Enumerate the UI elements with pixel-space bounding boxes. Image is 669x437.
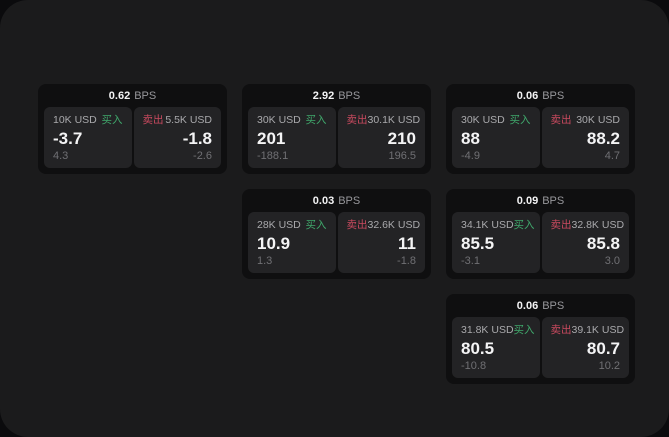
bps-unit-label: BPS: [542, 194, 565, 207]
quote-card-body: 30K USD 买入 88 -4.9 卖出 30K USD 88.2 4.7: [446, 107, 635, 174]
buy-tile[interactable]: 30K USD 买入 88 -4.9: [452, 107, 540, 168]
sell-tile[interactable]: 卖出 5.5K USD -1.8 -2.6: [133, 107, 221, 168]
sell-sub-value: 196.5: [388, 150, 416, 162]
quote-card: 0.06 BPS 31.8K USD 买入 80.5 -10.8 卖出 39.1…: [446, 294, 635, 384]
bps-unit-label: BPS: [134, 89, 157, 102]
buy-price: 85.5: [461, 233, 495, 253]
sell-amount: 30.1K USD: [367, 114, 421, 126]
buy-side-label: 买入: [305, 219, 327, 231]
buy-tile[interactable]: 31.8K USD 买入 80.5 -10.8: [452, 317, 540, 378]
bps-value: 0.03: [312, 194, 335, 207]
bps-header: 0.09 BPS: [446, 189, 635, 212]
sell-price: 11: [398, 233, 416, 253]
bps-unit-label: BPS: [542, 89, 565, 102]
sell-side-label: 卖出: [346, 114, 368, 126]
quote-card: 0.03 BPS 28K USD 买入 10.9 1.3 卖出 32.6K US…: [242, 189, 431, 279]
quote-card-grid: 0.62 BPS 10K USD 买入 -3.7 4.3 卖出 5.5K USD: [38, 84, 635, 384]
sell-tile[interactable]: 卖出 32.6K USD 11 -1.8: [337, 212, 425, 273]
buy-amount: 34.1K USD: [461, 219, 514, 231]
bps-value: 0.62: [108, 89, 131, 102]
buy-price: 10.9: [257, 233, 291, 253]
sell-amount: 5.5K USD: [165, 114, 212, 126]
quote-card-body: 31.8K USD 买入 80.5 -10.8 卖出 39.1K USD 80.…: [446, 317, 635, 384]
buy-side-label: 买入: [101, 114, 123, 126]
sell-side-label: 卖出: [346, 219, 368, 231]
buy-tile[interactable]: 10K USD 买入 -3.7 4.3: [44, 107, 132, 168]
buy-price: 201: [257, 128, 286, 148]
sell-amount: 30K USD: [576, 114, 620, 126]
buy-tile[interactable]: 34.1K USD 买入 85.5 -3.1: [452, 212, 540, 273]
buy-tile[interactable]: 30K USD 买入 201 -188.1: [248, 107, 336, 168]
sell-sub-value: -1.8: [397, 255, 416, 267]
quote-card: 2.92 BPS 30K USD 买入 201 -188.1 卖出 30.1K …: [242, 84, 431, 174]
sell-price: 88.2: [586, 128, 620, 148]
buy-side-label: 买入: [513, 324, 535, 336]
buy-sub-value: -188.1: [257, 150, 289, 162]
sell-side-label: 卖出: [550, 114, 572, 126]
sell-sub-value: 10.2: [598, 360, 620, 372]
sell-side-label: 卖出: [142, 114, 164, 126]
quote-card: 0.06 BPS 30K USD 买入 88 -4.9 卖出 30K USD: [446, 84, 635, 174]
buy-price: -3.7: [53, 128, 83, 148]
bps-value: 0.06: [516, 89, 539, 102]
buy-side-label: 买入: [513, 219, 535, 231]
bps-value: 0.09: [516, 194, 539, 207]
sell-tile[interactable]: 卖出 30.1K USD 210 196.5: [337, 107, 425, 168]
buy-price: 80.5: [461, 338, 495, 358]
bps-unit-label: BPS: [542, 299, 565, 312]
buy-sub-value: -4.9: [461, 150, 480, 162]
buy-tile[interactable]: 28K USD 买入 10.9 1.3: [248, 212, 336, 273]
quote-card-body: 34.1K USD 买入 85.5 -3.1 卖出 32.8K USD 85.8…: [446, 212, 635, 279]
buy-sub-value: -10.8: [461, 360, 487, 372]
bps-unit-label: BPS: [338, 194, 361, 207]
buy-side-label: 买入: [305, 114, 327, 126]
sell-sub-value: -2.6: [193, 150, 212, 162]
bps-header: 0.03 BPS: [242, 189, 431, 212]
sell-side-label: 卖出: [550, 219, 572, 231]
bps-value: 0.06: [516, 299, 539, 312]
quote-card-body: 30K USD 买入 201 -188.1 卖出 30.1K USD 210 1…: [242, 107, 431, 174]
bps-header: 0.06 BPS: [446, 84, 635, 107]
sell-tile[interactable]: 卖出 30K USD 88.2 4.7: [541, 107, 629, 168]
bps-header: 0.62 BPS: [38, 84, 227, 107]
sell-amount: 39.1K USD: [571, 324, 625, 336]
sell-price: 210: [387, 128, 416, 148]
buy-amount: 28K USD: [257, 219, 301, 231]
bps-unit-label: BPS: [338, 89, 361, 102]
sell-side-label: 卖出: [550, 324, 572, 336]
sell-amount: 32.6K USD: [367, 219, 421, 231]
buy-sub-value: -3.1: [461, 255, 480, 267]
buy-side-label: 买入: [509, 114, 531, 126]
sell-price: 80.7: [586, 338, 620, 358]
buy-sub-value: 1.3: [257, 255, 273, 267]
sell-tile[interactable]: 卖出 39.1K USD 80.7 10.2: [541, 317, 629, 378]
buy-sub-value: 4.3: [53, 150, 69, 162]
buy-price: 88: [461, 128, 480, 148]
buy-amount: 10K USD: [53, 114, 97, 126]
sell-amount: 32.8K USD: [571, 219, 625, 231]
bps-value: 2.92: [312, 89, 335, 102]
bps-header: 2.92 BPS: [242, 84, 431, 107]
sell-sub-value: 4.7: [604, 150, 620, 162]
quote-card: 0.09 BPS 34.1K USD 买入 85.5 -3.1 卖出 32.8K…: [446, 189, 635, 279]
bps-header: 0.06 BPS: [446, 294, 635, 317]
quote-card-body: 10K USD 买入 -3.7 4.3 卖出 5.5K USD -1.8 -2.…: [38, 107, 227, 174]
buy-amount: 30K USD: [257, 114, 301, 126]
quote-card-body: 28K USD 买入 10.9 1.3 卖出 32.6K USD 11 -1.8: [242, 212, 431, 279]
quote-card: 0.62 BPS 10K USD 买入 -3.7 4.3 卖出 5.5K USD: [38, 84, 227, 174]
sell-tile[interactable]: 卖出 32.8K USD 85.8 3.0: [541, 212, 629, 273]
buy-amount: 31.8K USD: [461, 324, 514, 336]
sell-price: 85.8: [586, 233, 620, 253]
sell-sub-value: 3.0: [604, 255, 620, 267]
sell-price: -1.8: [182, 128, 212, 148]
buy-amount: 30K USD: [461, 114, 505, 126]
